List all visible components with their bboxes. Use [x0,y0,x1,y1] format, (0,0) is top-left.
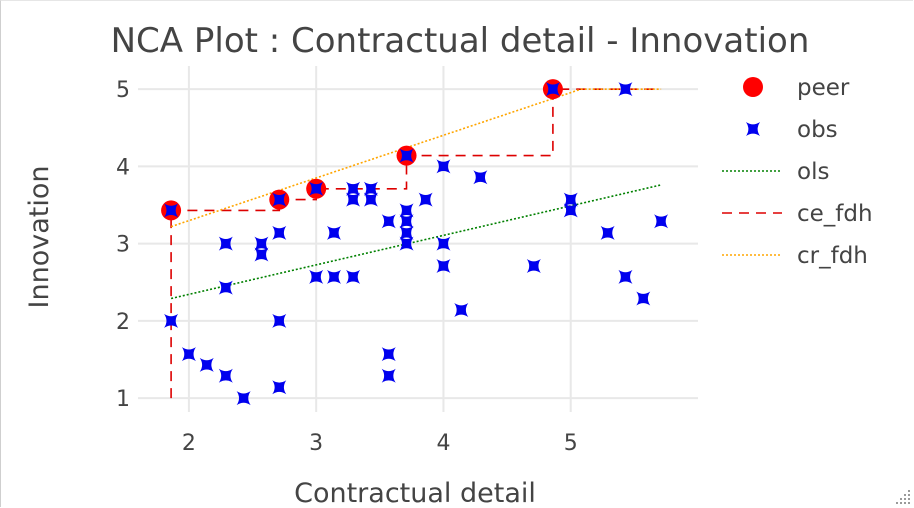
obs-point [164,203,179,218]
obs-point [381,347,396,362]
y-axis-title: Innovation [24,166,55,309]
obs-point [399,148,414,163]
legend-label-obs: obs [797,117,838,143]
resize-grip-icon[interactable] [890,484,912,506]
legend-label-peer: peer [797,75,850,101]
cr_fdh-line [170,88,662,228]
obs-point [454,303,469,318]
legend-item-obs[interactable]: obs [746,117,838,143]
y-tick-label: 2 [116,310,130,335]
obs-point [436,159,451,174]
legend-item-cr_fdh[interactable]: cr_fdh [722,243,868,269]
grid-lines [138,66,698,412]
obs-point [346,181,361,196]
axis-ticks: 2 3 4 5 1 2 3 4 5 [116,78,578,456]
obs-point [563,203,578,218]
legend-item-ce_fdh[interactable]: ce_fdh [722,201,873,227]
obs-point [600,225,615,240]
obs-point [563,192,578,207]
obs-point [399,236,414,251]
y-tick-label: 1 [116,387,130,412]
obs-legend-marker [746,122,760,136]
obs-point [526,259,541,274]
obs-point [545,82,560,97]
legend-item-peer[interactable]: peer [743,75,850,101]
x-tick-label: 5 [564,431,578,456]
chart-title: NCA Plot : Contractual detail - Innovati… [111,21,810,61]
series-lines [170,88,662,399]
obs-point [327,225,341,240]
obs-point [473,170,488,185]
peer-legend-marker [743,77,763,97]
obs-point [363,192,378,207]
obs-point [272,225,287,240]
legend-label-cr_fdh: cr_fdh [797,243,868,269]
obs-point [218,368,233,383]
obs-point [218,280,233,295]
obs-point [381,214,396,229]
obs-point [636,291,651,306]
x-axis-title: Contractual detail [294,478,536,508]
obs-point [436,236,451,251]
obs-point [254,236,269,251]
obs-point [381,368,396,383]
obs-point [363,181,378,196]
obs-point [436,259,451,274]
ce_fdh-line [170,88,662,399]
legend-label-ols: ols [797,159,829,185]
obs-point [618,82,633,97]
obs-point [618,269,633,284]
obs-point [236,391,251,406]
obs-point [399,214,414,229]
obs-point [399,225,414,240]
x-tick-label: 2 [182,431,196,456]
obs-point [309,181,324,196]
obs-point [346,192,361,207]
obs-point [164,313,179,328]
obs-point [418,192,433,207]
legend-item-ols[interactable]: ols [722,159,829,185]
legend[interactable]: peer obs ols ce_fdh cr_fdh [722,75,873,269]
y-tick-label: 5 [116,78,130,103]
obs-point [254,247,269,262]
x-tick-label: 4 [436,431,450,456]
obs-point [346,269,361,284]
obs-point [181,347,196,362]
y-tick-label: 4 [116,155,130,180]
obs-point [272,192,287,207]
series-points [161,79,669,406]
obs-point [272,380,287,395]
obs-point [272,313,287,328]
obs-point [309,269,324,284]
obs-point [654,214,669,229]
obs-point [327,269,341,284]
y-tick-label: 3 [116,233,130,258]
legend-label-ce_fdh: ce_fdh [797,201,873,227]
obs-point [218,236,233,251]
obs-point [199,357,214,372]
obs-point [399,203,414,218]
x-tick-label: 3 [309,431,323,456]
